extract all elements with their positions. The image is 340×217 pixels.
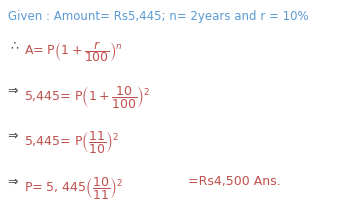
Text: $\Rightarrow$: $\Rightarrow$ (5, 84, 19, 97)
Text: P= 5, 445$\left(\dfrac{10}{11}\right)^{2}$: P= 5, 445$\left(\dfrac{10}{11}\right)^{2… (24, 175, 123, 201)
Text: A= P$\left(1+\dfrac{r}{100}\right)^{n}$: A= P$\left(1+\dfrac{r}{100}\right)^{n}$ (24, 39, 123, 64)
Text: 5,445= P$\left(1+\dfrac{10}{100}\right)^{2}$: 5,445= P$\left(1+\dfrac{10}{100}\right)^… (24, 84, 150, 110)
Text: $\Rightarrow$: $\Rightarrow$ (5, 175, 19, 188)
Text: =Rs4,500 Ans.: =Rs4,500 Ans. (188, 175, 280, 188)
Text: Given : Amount= Rs5,445; n= 2years and r = 10%: Given : Amount= Rs5,445; n= 2years and r… (8, 10, 309, 23)
Text: $\therefore$: $\therefore$ (8, 39, 20, 52)
Text: 5,445= P$\left(\dfrac{11}{10}\right)^{2}$: 5,445= P$\left(\dfrac{11}{10}\right)^{2}… (24, 129, 119, 155)
Text: $\Rightarrow$: $\Rightarrow$ (5, 129, 19, 142)
